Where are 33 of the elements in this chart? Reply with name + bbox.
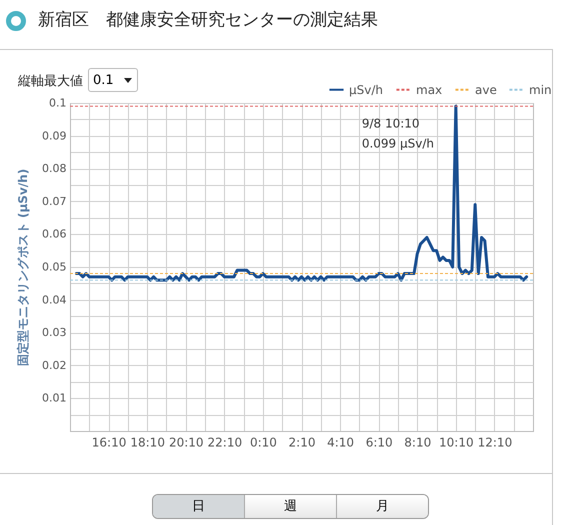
x-tick-label: 22:10	[208, 436, 242, 450]
text: 日	[153, 495, 244, 518]
legend-label: max	[416, 82, 442, 97]
x-tick-label: 6:10	[366, 436, 393, 450]
x-tick-label: 4:10	[327, 436, 354, 450]
y-tick-label: 0.03	[42, 326, 66, 340]
x-tick-label: 20:10	[168, 436, 204, 450]
x-tick-label: 10:10	[439, 436, 474, 450]
y-tick-label: 0.02	[42, 358, 66, 372]
chart-title: 新宿区 都健康安全研究センターの測定結果	[38, 9, 378, 31]
legend-label: μSv/h	[349, 82, 384, 97]
text: 0.1	[88, 68, 138, 92]
y-axis-title: 固定型モニタリングポスト (μSv/h)	[16, 168, 30, 366]
y-tick-label: 0.06	[42, 228, 66, 241]
x-tick-label: 8:10	[404, 436, 432, 450]
x-tick-label: 18:10	[130, 436, 165, 450]
y-tick-label: 0.1	[49, 96, 66, 110]
y-tick-label: 0.08	[42, 162, 66, 176]
annotation: 9/8 10:10 0.099 μSv/h	[362, 116, 434, 150]
y-tick-label: 0.09	[42, 129, 66, 142]
legend-label: min	[529, 82, 552, 97]
y-tick-label: 0.07	[42, 194, 66, 208]
x-tick-label: 0:10	[250, 436, 277, 450]
y-tick-label: 0.05	[42, 260, 66, 274]
y-tick-label: 0.04	[42, 293, 66, 306]
text: 縦軸最大値	[18, 73, 83, 90]
x-tick-label: 12:10	[478, 436, 512, 450]
x-tick-label: 2:10	[288, 436, 316, 450]
text: 週	[244, 495, 336, 518]
y-tick-label: 0.01	[42, 392, 66, 405]
x-tick-label: 16:10	[92, 436, 126, 450]
legend-label: ave	[475, 82, 497, 97]
text: 月	[336, 495, 428, 518]
